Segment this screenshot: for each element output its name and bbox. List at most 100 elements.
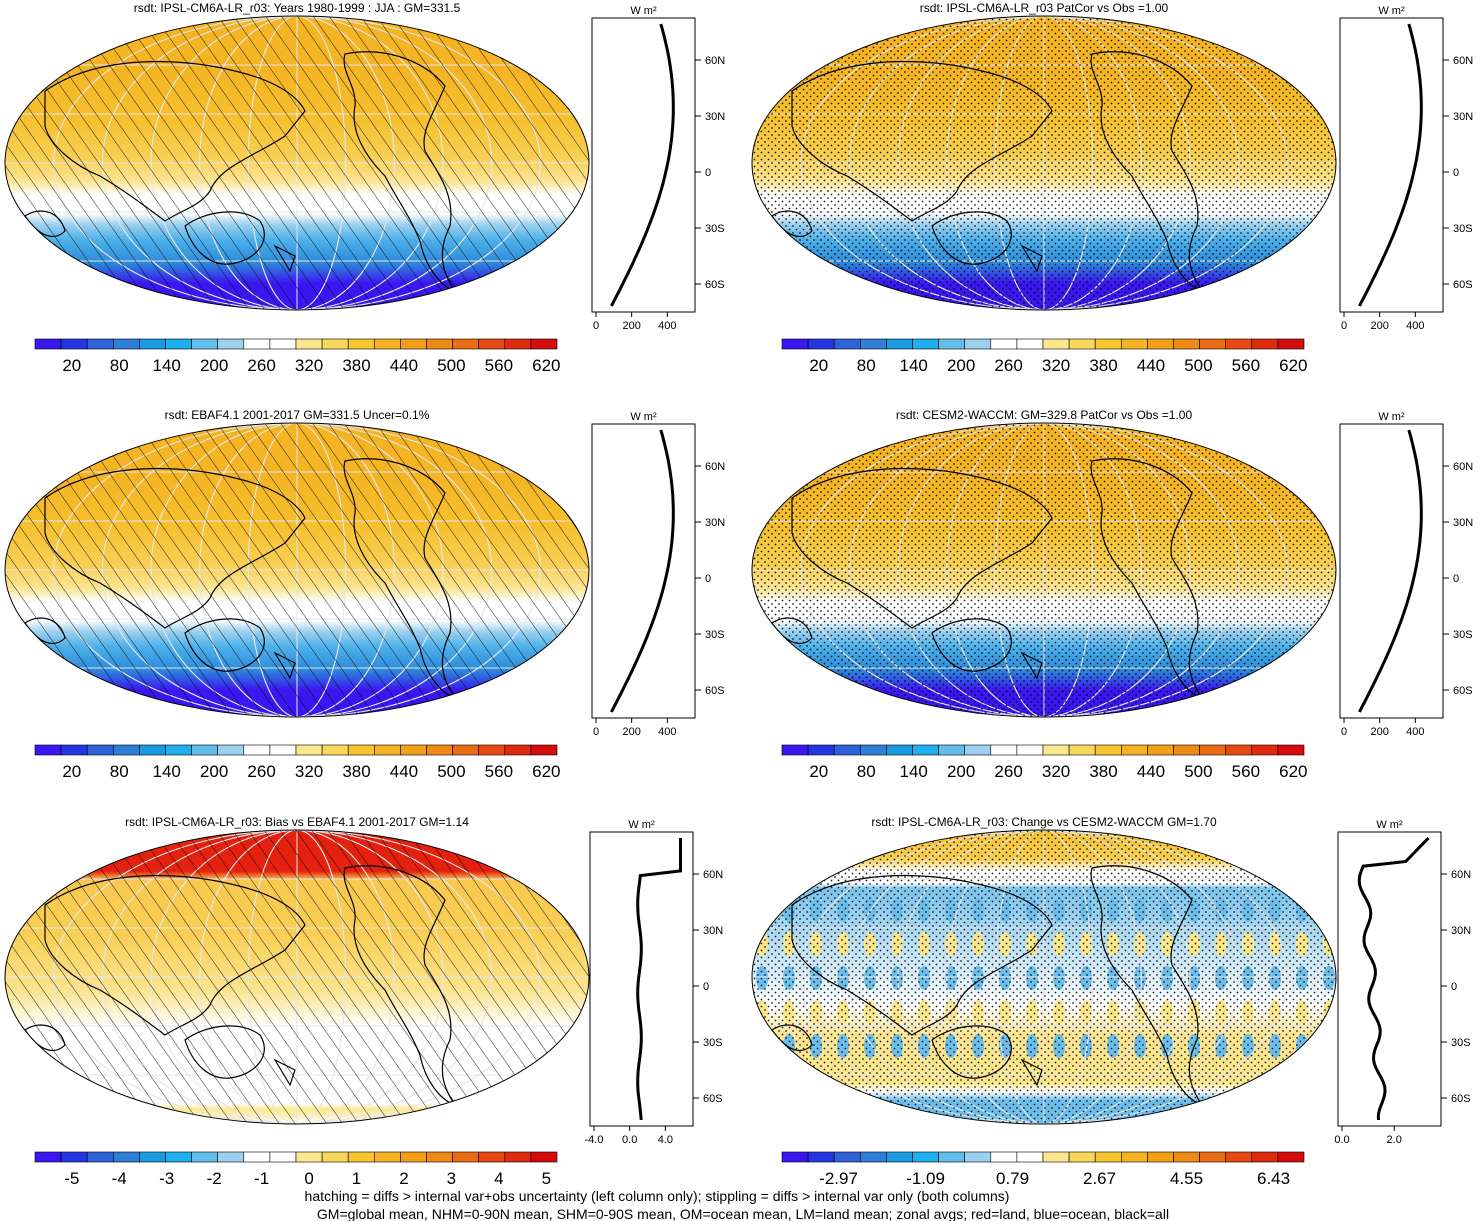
panel-4: rsdt: CESM2-WACCM: GM=329.8 PatCor vs Ob… xyxy=(751,408,1473,781)
colorbar-label: 2.67 xyxy=(1083,1169,1116,1188)
colorbar-label: 80 xyxy=(110,356,129,375)
map-field xyxy=(752,423,1336,717)
profile-x-label: 0 xyxy=(1341,726,1347,738)
colorbar-swatch xyxy=(34,744,62,756)
colorbar-swatch xyxy=(191,744,219,756)
colorbar-swatch xyxy=(478,338,506,350)
colorbar-swatch xyxy=(113,744,140,756)
colorbar-label: 620 xyxy=(532,762,560,781)
colorbar-label: 380 xyxy=(1089,356,1117,375)
panel-3: rsdt: EBAF4.1 2001-2017 GM=331.5 Uncer=0… xyxy=(4,408,725,781)
colorbar-swatch xyxy=(964,338,992,350)
profile-x-label: 0 xyxy=(593,320,599,332)
colorbar: 20 80 140 200 260 320 380 440 500 560 620 xyxy=(781,744,1308,781)
zonal-profile: W m² 60N 30N 0 30S 60S 0 200 400 xyxy=(1339,5,1473,332)
colorbar-swatch xyxy=(139,1151,166,1163)
colorbar-label: 440 xyxy=(390,762,418,781)
colorbar-swatch xyxy=(347,744,375,756)
profile-lat-label: 30S xyxy=(1451,1037,1471,1049)
colorbar-swatch xyxy=(400,1151,427,1163)
profile-curve xyxy=(1358,23,1423,307)
colorbar-label: 80 xyxy=(857,762,876,781)
colorbar-swatch xyxy=(295,1151,323,1163)
profile-lat-label: 0 xyxy=(705,573,711,585)
profile-lat-label: 60S xyxy=(705,279,725,291)
profile-lat-label: 60S xyxy=(1453,279,1473,291)
colorbar-swatch xyxy=(1121,1151,1148,1163)
colorbar-swatch xyxy=(165,1151,192,1163)
map-outline xyxy=(751,422,1337,718)
colorbar-swatch xyxy=(1251,1151,1279,1163)
colorbar-swatch xyxy=(60,1151,88,1163)
colorbar-swatch xyxy=(530,744,558,756)
colorbar-label: 260 xyxy=(994,356,1022,375)
profile-lat-label: 30S xyxy=(703,1037,723,1049)
colorbar-label: -1.09 xyxy=(906,1169,945,1188)
panel-title: rsdt: IPSL-CM6A-LR_r03: Change vs CESM2-… xyxy=(871,815,1217,829)
colorbar-swatch xyxy=(217,1151,245,1163)
map-field xyxy=(5,830,589,1124)
colorbar-swatch xyxy=(269,1151,297,1163)
colorbar-swatch xyxy=(478,744,506,756)
colorbar-label: 3 xyxy=(447,1169,456,1188)
colorbar-swatch xyxy=(1147,338,1174,350)
profile-x-label: 400 xyxy=(1406,726,1424,738)
profile-lat-label: 30N xyxy=(705,111,725,123)
colorbar-swatch xyxy=(86,338,114,350)
profile-lat-label: 30N xyxy=(703,925,723,937)
colorbar-label: -3 xyxy=(159,1169,174,1188)
colorbar-swatch xyxy=(990,338,1018,350)
profile-units: W m² xyxy=(1376,819,1403,831)
profile-lat-label: 60S xyxy=(1451,1093,1471,1105)
colorbar-swatch xyxy=(912,338,939,350)
colorbar-swatch xyxy=(165,744,192,756)
colorbar-swatch xyxy=(807,744,835,756)
colorbar-label: 0 xyxy=(304,1169,313,1188)
panel-5: rsdt: IPSL-CM6A-LR_r03: Bias vs EBAF4.1 … xyxy=(4,815,724,1188)
profile-frame xyxy=(1339,17,1444,313)
colorbar-swatch xyxy=(1068,338,1096,350)
colorbar-label: 440 xyxy=(390,356,418,375)
profile-x-label: 4.0 xyxy=(658,1134,673,1146)
colorbar-label: 500 xyxy=(1184,356,1212,375)
profile-units: W m² xyxy=(628,819,655,831)
colorbar-swatch xyxy=(347,1151,375,1163)
zonal-profile: W m² 60N 30N 0 30S 60S 0 200 400 xyxy=(1339,411,1473,738)
colorbar-swatch xyxy=(1199,338,1226,350)
colorbar-label: 620 xyxy=(1279,356,1307,375)
panel-6: rsdt: IPSL-CM6A-LR_r03: Change vs CESM2-… xyxy=(751,815,1471,1188)
profile-lat-label: 0 xyxy=(1453,167,1459,179)
colorbar-swatch xyxy=(1173,1151,1200,1163)
colorbar-swatch xyxy=(34,338,62,350)
colorbar-swatch xyxy=(139,744,166,756)
colorbar-swatch xyxy=(530,338,558,350)
colorbar-swatch xyxy=(833,338,861,350)
profile-x-label: 0.0 xyxy=(1334,1134,1349,1146)
colorbar-swatch xyxy=(217,744,245,756)
colorbar-label: 1 xyxy=(352,1169,361,1188)
colorbar-label: 380 xyxy=(342,762,370,781)
colorbar-swatch xyxy=(452,744,480,756)
map-outline xyxy=(4,422,590,718)
colorbar-swatch xyxy=(886,744,913,756)
colorbar-swatch xyxy=(347,338,375,350)
colorbar-swatch xyxy=(1147,1151,1174,1163)
map-field xyxy=(752,16,1336,310)
colorbar-swatch xyxy=(295,338,323,350)
colorbar-swatch xyxy=(990,744,1018,756)
stippling-overlay xyxy=(752,830,1336,1124)
profile-units: W m² xyxy=(630,5,657,17)
zonal-profile: W m² 60N 30N 0 30S 60S -4.0 0.0 4.0 xyxy=(585,819,724,1146)
colorbar-label: 560 xyxy=(1232,762,1260,781)
colorbar-swatch xyxy=(426,744,453,756)
profile-x-label: 2.0 xyxy=(1387,1134,1402,1146)
profile-units: W m² xyxy=(1378,411,1405,423)
colorbar-label: 140 xyxy=(899,762,927,781)
colorbar-swatch xyxy=(400,744,427,756)
colorbar-swatch xyxy=(1251,338,1279,350)
map-outline xyxy=(4,829,590,1125)
colorbar-swatch xyxy=(452,1151,480,1163)
map-outline xyxy=(751,15,1337,311)
profile-lat-label: 60S xyxy=(1453,685,1473,697)
colorbar-swatch xyxy=(1121,338,1148,350)
